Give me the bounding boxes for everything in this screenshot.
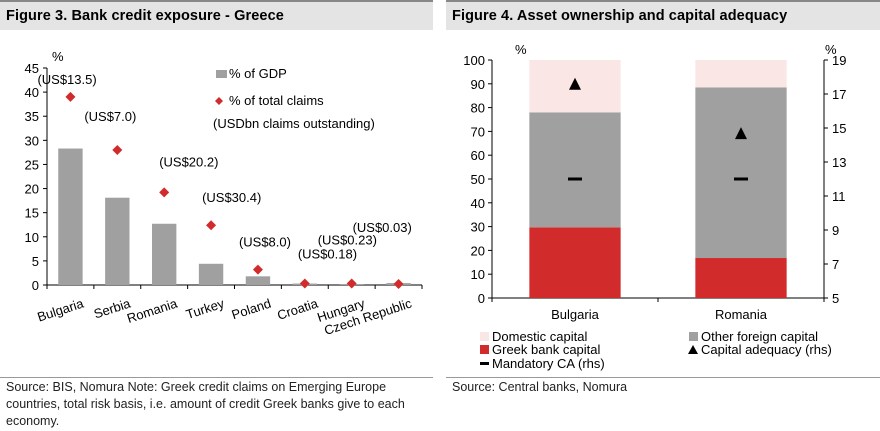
y-tick-label: 45 <box>25 61 39 76</box>
bar-gdp-2 <box>105 197 130 285</box>
legend-swatch-other-foreign <box>689 332 698 341</box>
point-label-7: (US$0.23) <box>318 233 377 248</box>
legend-label-domestic: Domestic capital <box>492 329 587 344</box>
y-tick-label: 35 <box>25 109 39 124</box>
stack-segment-1-1 <box>529 227 621 298</box>
stack-segment-3-2 <box>695 60 787 88</box>
legend-swatch-greek <box>480 345 489 354</box>
y-tick-label: 10 <box>25 230 39 245</box>
y-tick-label-right: 13 <box>832 155 846 170</box>
figure4-title-bar: Figure 4. Asset ownership and capital ad… <box>446 0 880 30</box>
x-category-label: Romania <box>715 307 768 322</box>
legend-label-greek: Greek bank capital <box>492 342 601 357</box>
y-tick-label-left: 60 <box>471 148 485 163</box>
stack-segment-1-2 <box>695 258 787 298</box>
y-tick-label: 40 <box>25 85 39 100</box>
figure3-title: Figure 3. Bank credit exposure - Greece <box>6 8 284 24</box>
y-tick-label: 25 <box>25 157 39 172</box>
x-category-label: Croatia <box>275 295 320 322</box>
bar-gdp-3 <box>152 223 177 285</box>
y-tick-label-left: 0 <box>478 291 485 306</box>
legend-label-other-foreign: Other foreign capital <box>701 329 818 344</box>
y-tick-label-left: 10 <box>471 267 485 282</box>
y-tick-label: 20 <box>25 182 39 197</box>
marker-claims-4 <box>206 220 217 231</box>
point-label-1: (US$13.5) <box>37 72 96 87</box>
marker-claims-2 <box>112 144 123 155</box>
marker-claims-1 <box>65 91 76 102</box>
legend-swatch-mandatory <box>480 362 489 365</box>
figure3-source-note: Source: BIS, Nomura Note: Greek credit c… <box>6 380 405 428</box>
legend-swatch-gdp <box>216 70 227 78</box>
legend-swatch-capital-adequacy <box>688 345 698 354</box>
y-axis-label: % <box>52 49 64 64</box>
y-tick-label-right: 17 <box>832 87 846 102</box>
point-label-5: (US$8.0) <box>239 235 291 250</box>
y-tick-label-right: 15 <box>832 121 846 136</box>
point-label-8: (US$0.03) <box>353 220 412 235</box>
y-tick-label: 5 <box>32 254 39 269</box>
capital-adequacy-marker-2 <box>735 127 747 140</box>
y-axis-label-right: % <box>825 42 837 57</box>
marker-claims-3 <box>159 187 170 198</box>
y-tick-label-left: 30 <box>471 220 485 235</box>
legend-label-capital-adequacy: Capital adequacy (rhs) <box>701 342 832 357</box>
stack-segment-2-2 <box>695 87 787 259</box>
y-tick-label-right: 11 <box>832 189 846 204</box>
y-tick-label-right: 19 <box>832 53 846 68</box>
y-tick-label-left: 40 <box>471 196 485 211</box>
x-category-label: Romania <box>125 295 180 326</box>
point-label-3: (US$20.2) <box>159 154 218 169</box>
figure4-panel: Figure 4. Asset ownership and capital ad… <box>446 0 880 380</box>
x-category-label: Bulgaria <box>35 295 86 324</box>
y-tick-label-left: 100 <box>463 53 485 68</box>
bar-gdp-4 <box>198 263 224 285</box>
x-category-label: Bulgaria <box>551 307 599 322</box>
marker-claims-5 <box>252 264 263 275</box>
figure4-bottom-rule <box>446 377 880 378</box>
legend-label-claims: % of total claims <box>229 93 324 108</box>
stack-segment-2-1 <box>529 112 621 228</box>
mandatory-ca-marker-2 <box>734 177 748 181</box>
figure3-bottom-rule <box>0 377 433 378</box>
y-tick-label-right: 9 <box>832 223 839 238</box>
x-category-label: Turkey <box>184 295 226 322</box>
y-axis-label-left: % <box>515 42 527 57</box>
y-tick-label-left: 70 <box>471 124 485 139</box>
capital-adequacy-marker-1 <box>569 77 581 90</box>
y-tick-label-left: 80 <box>471 101 485 116</box>
figure3-title-bar: Figure 3. Bank credit exposure - Greece <box>0 0 433 30</box>
figure3-chart: % 0 5 10 15 20 25 30 35 40 45(US$13.5) (US$7.0) (US$… <box>25 49 423 338</box>
y-tick-label: 15 <box>25 206 39 221</box>
y-tick-label: 30 <box>25 133 39 148</box>
legend-swatch-claims <box>215 97 223 105</box>
bar-gdp-5 <box>245 276 271 285</box>
bar-gdp-1 <box>58 148 83 285</box>
y-tick-label-right: 7 <box>832 257 839 272</box>
x-category-label: Poland <box>230 296 273 323</box>
y-tick-label-left: 90 <box>471 77 485 92</box>
marker-claims-7 <box>346 278 357 289</box>
point-label-2: (US$7.0) <box>84 109 136 124</box>
legend-label-gdp: % of GDP <box>229 66 287 81</box>
legend-swatch-domestic <box>480 332 489 341</box>
figure4-source-note: Source: Central banks, Nomura <box>452 380 628 394</box>
figure4-title: Figure 4. Asset ownership and capital ad… <box>452 8 788 24</box>
legend-note: (USDbn claims outstanding) <box>213 116 375 131</box>
point-label-6: (US$0.18) <box>298 247 357 262</box>
figure3-panel: Figure 3. Bank credit exposure - Greece … <box>0 0 433 380</box>
legend-label-mandatory: Mandatory CA (rhs) <box>492 356 605 371</box>
y-tick-label: 0 <box>32 278 39 293</box>
y-tick-label-right: 5 <box>832 291 839 306</box>
figure4-chart: % % 0 10 20 30 40 50 60 70 80 90 100 5 7 9 11 13 15 17 19 Bul… <box>463 42 846 371</box>
marker-claims-6 <box>299 278 310 289</box>
y-tick-label-left: 50 <box>471 172 485 187</box>
marker-claims-8 <box>393 279 404 290</box>
mandatory-ca-marker-1 <box>568 177 582 181</box>
y-tick-label-left: 20 <box>471 243 485 258</box>
point-label-4: (US$30.4) <box>202 190 261 205</box>
